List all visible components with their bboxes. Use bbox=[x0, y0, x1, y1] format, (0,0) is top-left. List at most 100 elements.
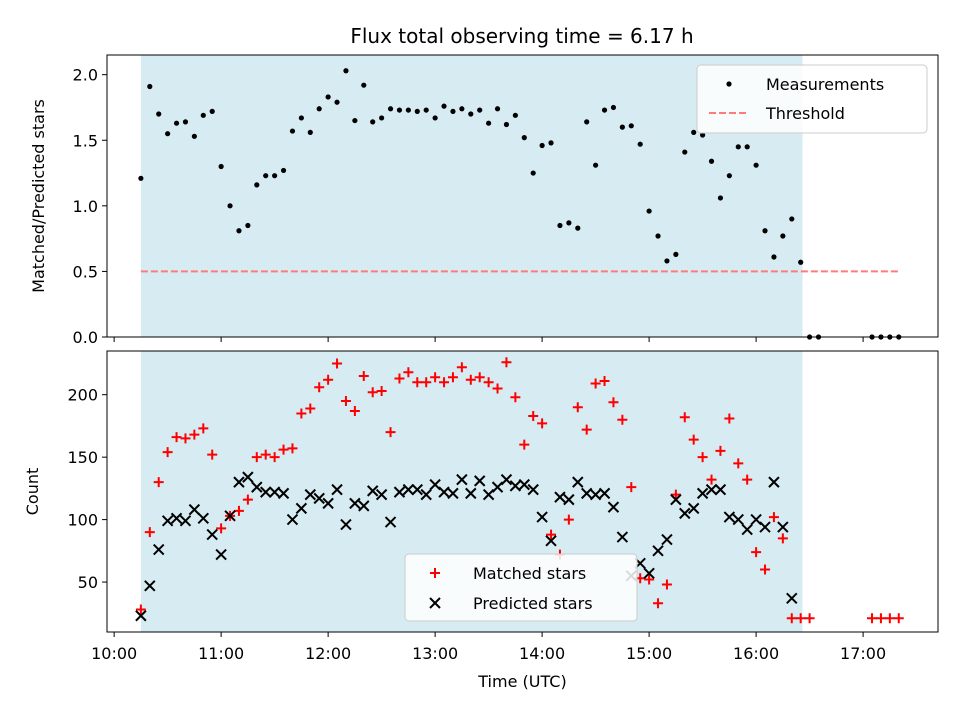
matched-point bbox=[296, 408, 307, 419]
predicted-point bbox=[456, 473, 468, 486]
measurement-point bbox=[530, 170, 536, 176]
measurement-point bbox=[245, 222, 251, 229]
x-tick-label: 17:00 bbox=[840, 644, 886, 663]
predicted-point bbox=[295, 502, 308, 515]
x-tick-label: 10:00 bbox=[91, 644, 137, 663]
predicted-point bbox=[384, 516, 397, 528]
predicted-point bbox=[286, 513, 299, 526]
matched-point bbox=[537, 418, 548, 429]
predicted-point bbox=[580, 487, 593, 500]
predicted-point bbox=[331, 483, 343, 496]
matched-point bbox=[679, 412, 690, 423]
predicted-point bbox=[429, 478, 441, 491]
measurement-point bbox=[682, 149, 688, 155]
legend-label-matched: Matched stars bbox=[473, 564, 586, 583]
matched-point bbox=[412, 377, 423, 388]
y-tick-label: 1.5 bbox=[73, 131, 98, 150]
predicted-point bbox=[607, 501, 620, 513]
measurement-point bbox=[646, 208, 652, 214]
matched-point bbox=[661, 579, 672, 590]
legend-label-threshold: Threshold bbox=[765, 104, 845, 123]
predicted-point bbox=[652, 545, 664, 557]
matched-point bbox=[447, 372, 458, 383]
y-tick-label: 200 bbox=[67, 386, 98, 405]
measurement-point bbox=[610, 104, 617, 111]
matched-point bbox=[376, 385, 387, 396]
predicted-point bbox=[473, 475, 486, 487]
matched-point bbox=[349, 405, 360, 416]
measurement-point bbox=[307, 129, 313, 135]
matched-point bbox=[385, 427, 396, 438]
predicted-point bbox=[224, 510, 236, 522]
measurement-point bbox=[771, 254, 777, 260]
matched-point bbox=[626, 482, 637, 493]
predicted-point bbox=[260, 486, 272, 498]
measurement-point bbox=[361, 82, 367, 88]
measurement-point bbox=[744, 144, 750, 150]
matched-point bbox=[135, 604, 146, 615]
predicted-point bbox=[251, 481, 263, 493]
x-tick-label: 15:00 bbox=[626, 644, 672, 663]
legend-marker-predicted bbox=[429, 597, 441, 609]
matched-point bbox=[546, 529, 557, 540]
matched-point bbox=[644, 574, 655, 585]
matched-point bbox=[697, 452, 708, 463]
y-tick-label: 0.0 bbox=[73, 328, 98, 347]
predicted-point bbox=[313, 492, 325, 505]
y-tick-label: 50 bbox=[78, 573, 98, 592]
predicted-point bbox=[545, 535, 557, 547]
measurement-point bbox=[477, 107, 483, 113]
predicted-point bbox=[750, 513, 762, 526]
measurement-point bbox=[156, 111, 162, 117]
plot-frame bbox=[106, 54, 939, 338]
predicted-point bbox=[670, 493, 682, 506]
measurement-point bbox=[218, 163, 224, 170]
predicted-point bbox=[179, 515, 192, 527]
predicted-point bbox=[277, 487, 290, 500]
measurement-point bbox=[325, 94, 331, 100]
predicted-point bbox=[420, 488, 432, 501]
matched-point bbox=[180, 433, 191, 444]
measurement-point bbox=[494, 106, 501, 112]
x-tick-label: 16:00 bbox=[733, 644, 779, 663]
matched-point bbox=[572, 402, 583, 413]
matched-point bbox=[421, 377, 432, 388]
predicted-point bbox=[518, 478, 530, 491]
matched-point bbox=[501, 357, 512, 368]
y-axis-label: Count bbox=[23, 468, 42, 516]
bottom-panel: 50 100 150 200 10:00 11:00 12:00 13:00 14:00 15:0… bbox=[23, 350, 939, 691]
matched-point bbox=[394, 373, 405, 384]
matched-point bbox=[777, 533, 788, 544]
measurement-point bbox=[691, 129, 697, 135]
matched-point bbox=[189, 429, 200, 440]
measurement-point bbox=[450, 108, 456, 114]
measurement-point bbox=[673, 251, 679, 257]
measurement-point bbox=[655, 233, 661, 239]
predicted-point bbox=[170, 512, 183, 525]
matched-point bbox=[867, 613, 878, 624]
measurement-point bbox=[468, 111, 474, 117]
matched-point bbox=[323, 374, 334, 385]
matched-point bbox=[875, 613, 886, 624]
measurement-point bbox=[236, 228, 242, 234]
matched-point bbox=[456, 362, 467, 373]
predicted-point bbox=[643, 567, 655, 580]
predicted-point bbox=[572, 476, 584, 488]
predicted-point bbox=[777, 521, 789, 533]
measurement-point bbox=[387, 106, 394, 112]
predicted-point bbox=[598, 487, 611, 500]
measurement-point bbox=[165, 131, 171, 137]
plot-frame bbox=[106, 350, 939, 633]
measurement-point bbox=[173, 120, 180, 126]
matched-point bbox=[528, 410, 539, 421]
matched-point bbox=[768, 512, 779, 523]
matched-point bbox=[653, 598, 664, 609]
legend-marker-matched bbox=[430, 568, 440, 578]
measurement-point bbox=[708, 158, 715, 164]
predicted-point bbox=[268, 486, 281, 498]
measurement-point bbox=[396, 107, 403, 113]
matched-point bbox=[430, 372, 441, 383]
measurement-point bbox=[593, 162, 599, 168]
measurement-point bbox=[789, 216, 795, 222]
measurement-point bbox=[138, 175, 144, 181]
